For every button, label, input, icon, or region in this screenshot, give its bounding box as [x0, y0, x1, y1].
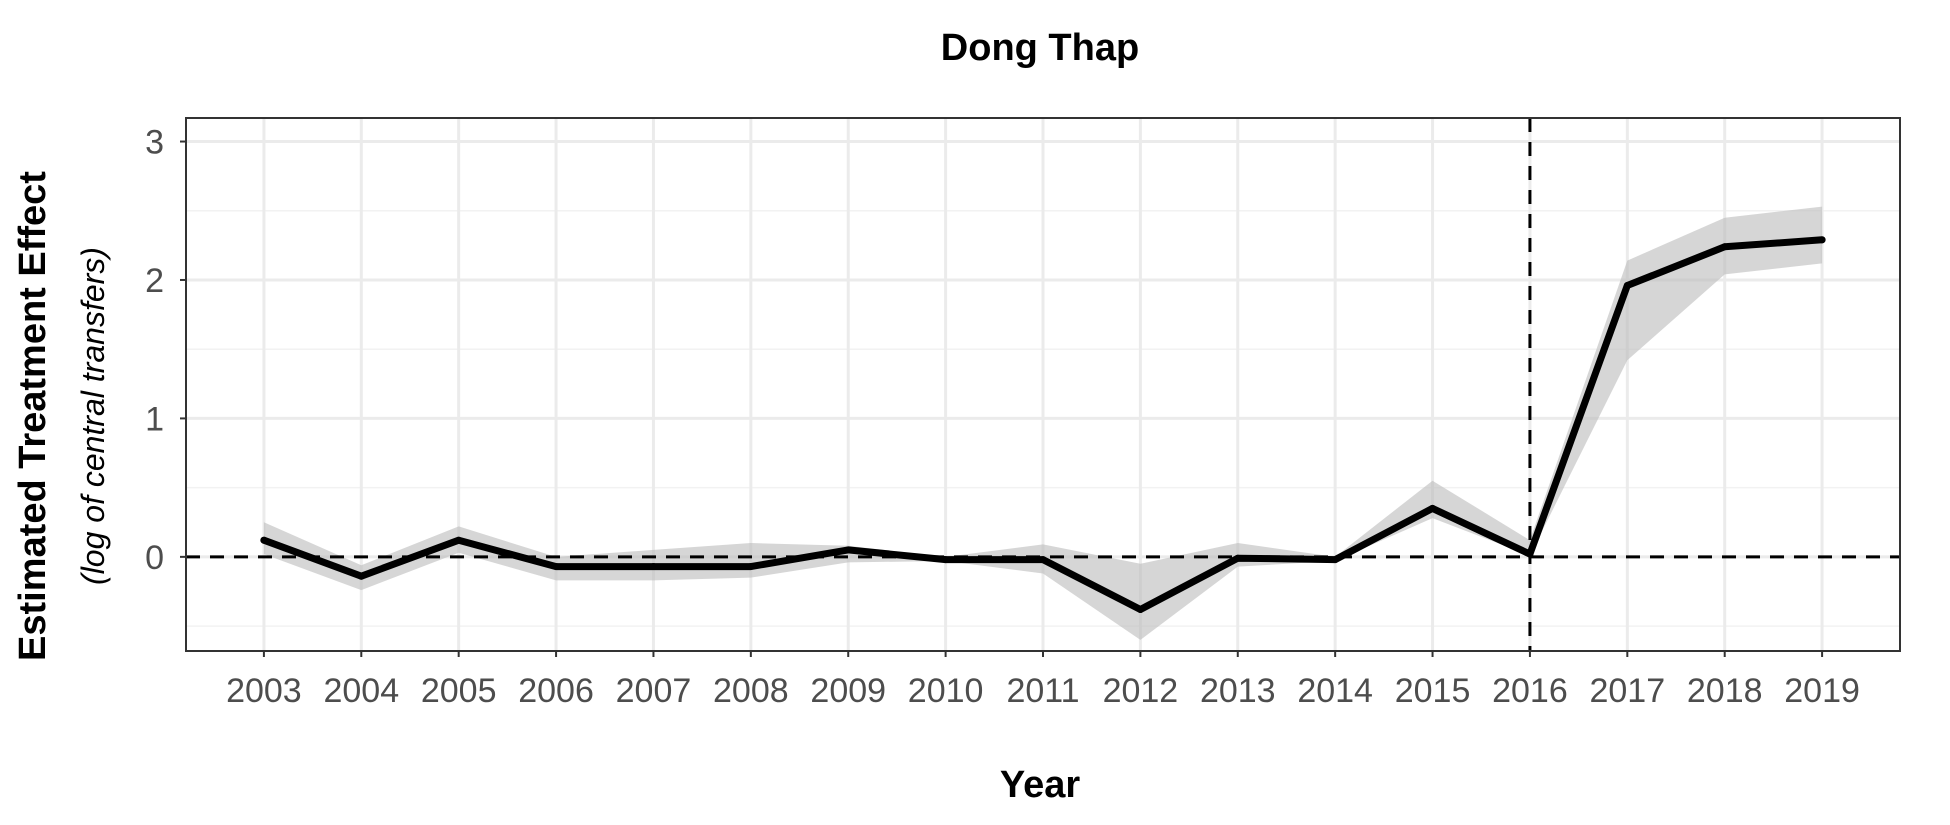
x-axis-label: Year — [1000, 764, 1081, 806]
x-tick-label-12: 2015 — [1395, 672, 1471, 710]
x-tick-label-16: 2019 — [1784, 672, 1860, 710]
data-point-2017 — [1623, 282, 1631, 290]
data-point-2006 — [552, 563, 560, 571]
data-point-2011 — [1039, 556, 1047, 564]
data-point-2005 — [455, 536, 463, 544]
y-tick-label-2: 2 — [145, 262, 164, 300]
y-axis-ticks: 0 1 2 3 — [145, 124, 186, 577]
reference-lines — [186, 118, 1900, 651]
data-point-2007 — [649, 563, 657, 571]
confidence-band — [263, 206, 1823, 640]
x-tick-label-13: 2016 — [1492, 672, 1568, 710]
x-axis-ticks: 2003 2004 2005 2006 2007 2008 2009 2010 2011 2012… — [226, 651, 1860, 710]
data-point-2015 — [1429, 504, 1437, 512]
x-tick-label-9: 2012 — [1103, 672, 1179, 710]
x-tick-label-10: 2013 — [1200, 672, 1276, 710]
x-tick-label-4: 2007 — [616, 672, 692, 710]
x-tick-label-8: 2011 — [1006, 672, 1079, 710]
x-tick-label-14: 2017 — [1589, 672, 1665, 710]
data-point-2008 — [747, 563, 755, 571]
x-tick-label-5: 2008 — [713, 672, 789, 710]
y-axis-label: Estimated Treatment Effect — [12, 171, 54, 661]
data-point-2004 — [357, 572, 365, 580]
x-tick-label-11: 2014 — [1297, 672, 1373, 710]
x-tick-label-1: 2004 — [323, 672, 399, 710]
data-point-2013 — [1234, 554, 1242, 562]
y-axis-sublabel: (log of central transfers) — [75, 247, 111, 585]
x-tick-label-0: 2003 — [226, 672, 302, 710]
y-tick-label-3: 3 — [145, 124, 164, 162]
x-tick-label-15: 2018 — [1687, 672, 1763, 710]
x-tick-label-2: 2005 — [421, 672, 497, 710]
data-point-2003 — [260, 536, 268, 544]
data-point-2018 — [1721, 243, 1729, 251]
data-point-2012 — [1136, 605, 1144, 613]
data-point-2009 — [844, 546, 852, 554]
confidence-band-group — [263, 206, 1823, 640]
y-tick-label-1: 1 — [145, 400, 164, 438]
chart-title: Dong Thap — [941, 27, 1139, 69]
data-point-2014 — [1331, 556, 1339, 564]
x-tick-label-7: 2010 — [908, 672, 984, 710]
data-point-2019 — [1818, 236, 1826, 244]
x-tick-label-6: 2009 — [810, 672, 886, 710]
data-point-2010 — [942, 556, 950, 564]
x-tick-label-3: 2006 — [518, 672, 594, 710]
data-points — [260, 236, 1826, 613]
data-point-2016 — [1526, 550, 1534, 558]
y-tick-label-0: 0 — [145, 539, 164, 577]
